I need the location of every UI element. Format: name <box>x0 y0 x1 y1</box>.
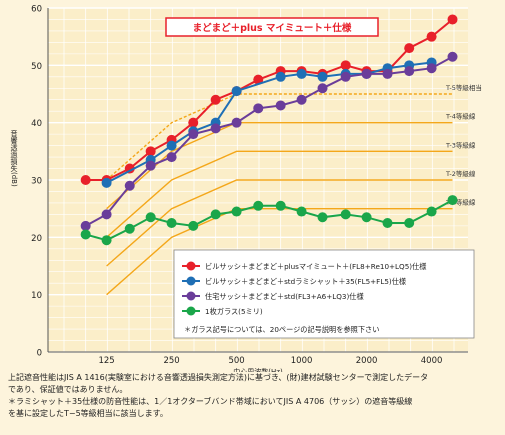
y-tick-label: 10 <box>31 291 42 301</box>
data-point <box>231 86 242 97</box>
data-point <box>101 177 112 188</box>
x-tick-label: 500 <box>228 356 244 366</box>
legend-swatch-dot <box>186 276 196 286</box>
footnotes: 上記遮音性能はJIS A 1416(実験室における音響透過損失測定方法)に基づき… <box>8 372 498 420</box>
chart-title-box: まどまど＋plus マイミュート＋仕様 <box>165 17 379 37</box>
footnote-line: を基に設定したT−5等級相当に該当します。 <box>8 409 168 418</box>
y-tick-label: 40 <box>31 119 42 129</box>
grade-line <box>106 208 453 296</box>
x-tick-label: 125 <box>98 356 114 366</box>
data-point <box>447 51 458 62</box>
data-point <box>426 31 437 42</box>
chart-title: まどまど＋plus マイミュート＋仕様 <box>193 22 352 34</box>
data-point <box>145 146 156 157</box>
grade-line <box>106 150 453 238</box>
data-point <box>166 140 177 151</box>
data-point <box>426 206 437 217</box>
data-point <box>80 229 91 240</box>
data-point <box>80 220 91 231</box>
data-point <box>124 223 135 234</box>
legend-swatch-dot <box>186 261 196 271</box>
data-point <box>340 60 351 71</box>
data-point <box>404 218 415 228</box>
grade-line-label: T-1等級線 <box>445 198 476 207</box>
data-point <box>382 68 393 79</box>
data-point <box>253 103 264 114</box>
grade-line <box>106 122 453 210</box>
data-point <box>317 71 328 82</box>
legend-entry: ビルサッシ＋まどまど＋plusマイミュート＋(FL8+Re10+LQ5)仕様 <box>205 262 426 271</box>
legend-entry: 1枚ガラス(5ミリ) <box>205 307 263 316</box>
x-tick-label: 250 <box>163 356 179 366</box>
legend-entry: 住宅サッシ＋まどまど＋std(FL3+A6+LQ3)仕様 <box>205 292 364 301</box>
grade-line <box>106 93 453 181</box>
grade-line-label: T-2等級線 <box>445 169 476 178</box>
data-point <box>166 152 177 163</box>
y-axis-title: 音響透過損失(dB) <box>10 129 18 187</box>
data-point <box>101 235 112 246</box>
data-point <box>210 209 221 220</box>
transmission-loss-chart: T-5等級相当 T-4等級線 T-3等級線 T-2等級線 T-1等級線 0 10 20 30 40… <box>10 5 482 377</box>
data-point <box>101 209 112 220</box>
footnote-line: ＊ラミシャット＋35仕様の防音性能は、1／1オクターブバンド帯域においてJIS … <box>8 397 413 406</box>
data-point <box>145 212 156 223</box>
data-point <box>404 43 415 54</box>
legend-note: ＊ガラス記号については、20ページの記号説明を参照下さい <box>184 325 379 334</box>
data-point <box>210 94 221 105</box>
data-point <box>80 175 91 185</box>
data-point <box>361 68 372 79</box>
data-point <box>253 74 264 85</box>
data-point <box>210 123 221 134</box>
y-tick-label: 0 <box>37 349 42 359</box>
data-point <box>188 117 199 128</box>
data-point <box>124 180 135 191</box>
data-point <box>275 200 286 211</box>
data-point <box>253 200 264 211</box>
legend: ビルサッシ＋まどまど＋plusマイミュート＋(FL8+Re10+LQ5)仕様ビル… <box>173 249 475 339</box>
data-point <box>296 206 307 217</box>
data-point <box>296 68 307 79</box>
y-tick-label: 30 <box>31 177 42 187</box>
grade-line <box>106 179 453 267</box>
data-point <box>382 218 393 228</box>
legend-swatch-dot <box>186 291 196 301</box>
legend-frame <box>173 249 475 339</box>
x-tick-label: 1000 <box>291 356 313 366</box>
data-point <box>296 94 307 105</box>
data-point <box>166 218 177 228</box>
x-axis-title: 中心周波数(Hz) <box>233 367 283 372</box>
data-point <box>426 63 437 74</box>
data-point <box>447 195 458 206</box>
data-point <box>145 160 156 171</box>
y-tick-label: 60 <box>31 5 42 15</box>
data-point <box>231 117 242 128</box>
data-point <box>447 14 458 25</box>
y-tick-label: 20 <box>31 234 42 244</box>
grade-line-label: T-5等級相当 <box>445 83 482 92</box>
grade-line-label: T-3等級線 <box>445 140 476 149</box>
data-point <box>275 71 286 82</box>
footnote-line: であり、保証値ではありません。 <box>8 385 128 394</box>
legend-entry: ビルサッシ＋まどまど＋stdラミシャット＋35(FL5+FL5)仕様 <box>205 277 406 286</box>
x-tick-label: 2000 <box>356 356 378 366</box>
y-tick-label: 50 <box>31 62 42 72</box>
legend-swatch-dot <box>186 306 196 316</box>
data-point <box>188 220 199 231</box>
footnote-line: 上記遮音性能はJIS A 1416(実験室における音響透過損失測定方法)に基づき… <box>8 373 429 382</box>
title-frame <box>165 17 379 37</box>
data-point <box>317 83 328 94</box>
data-point <box>340 71 351 82</box>
grade-line-label: T-4等級線 <box>445 112 476 121</box>
data-point <box>275 100 286 111</box>
data-point <box>340 209 351 220</box>
data-point <box>188 129 199 140</box>
data-point <box>361 212 372 223</box>
data-point <box>231 206 242 217</box>
data-point <box>404 66 415 77</box>
x-tick-label: 4000 <box>421 356 443 366</box>
data-point <box>317 212 328 223</box>
